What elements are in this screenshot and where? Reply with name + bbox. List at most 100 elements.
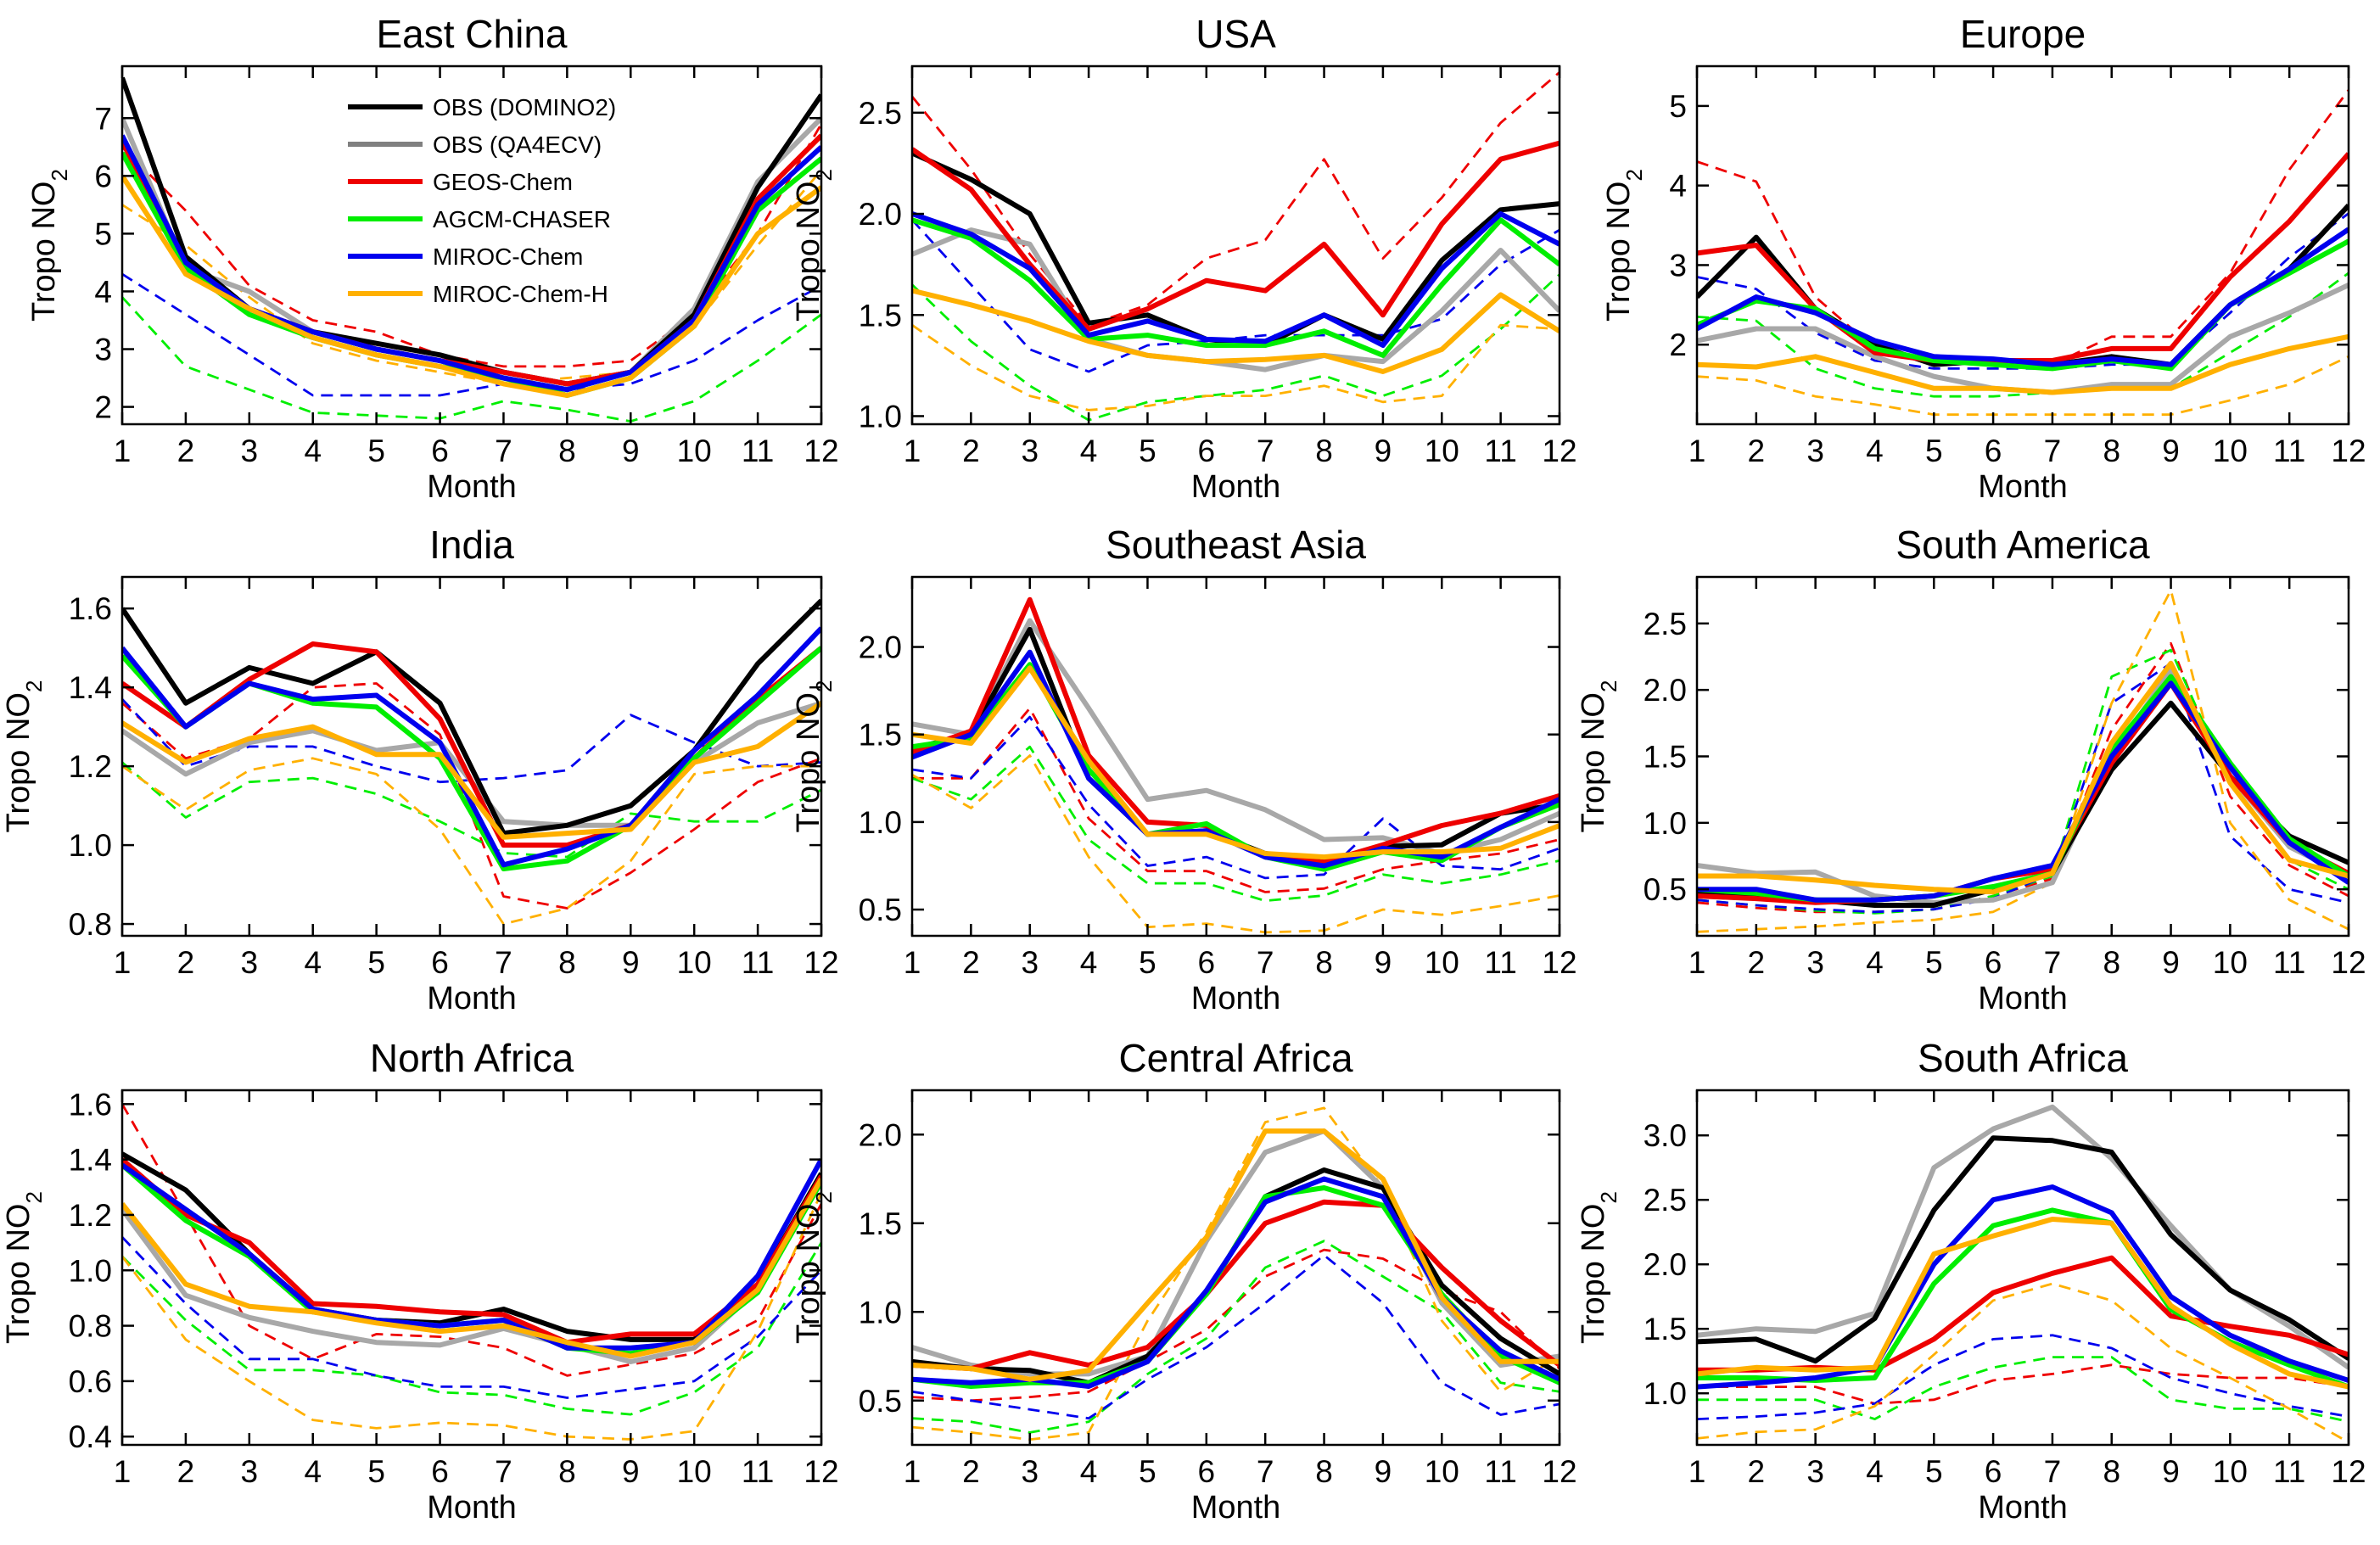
series-mirocH-solid — [1697, 1217, 2349, 1390]
y-axis-label: Tropo NO2 — [1576, 680, 1621, 833]
series-obs_qa4ecv-solid — [122, 1178, 821, 1364]
x-tick-label: 5 — [1925, 945, 1943, 980]
series-mirocH-dashed — [912, 323, 1560, 411]
y-tick-label: 2.5 — [1644, 1183, 1687, 1218]
series-miroc-solid — [122, 626, 821, 868]
y-tick-label: 1.2 — [69, 1198, 112, 1233]
x-tick-label: 5 — [1139, 434, 1156, 468]
legend-label-mirocH: MIROC-Chem-H — [433, 281, 608, 307]
series-agcm-dashed — [912, 1240, 1560, 1434]
y-tick-label: 1.0 — [859, 805, 902, 840]
series-obs_domino-solid — [912, 1167, 1560, 1385]
series-miroc-solid — [1697, 1184, 2349, 1390]
y-tick-label: 2.0 — [859, 1117, 902, 1152]
y-tick-label: 1.0 — [1644, 806, 1687, 841]
x-tick-label: 6 — [1198, 1454, 1216, 1489]
x-tick-label: 5 — [367, 945, 385, 980]
y-axis-label: Tropo NO2 — [26, 169, 72, 322]
x-tick-label: 8 — [1315, 434, 1333, 468]
y-tick-label: 1.5 — [859, 718, 902, 753]
x-tick-label: 11 — [2273, 945, 2305, 980]
x-tick-label: 10 — [677, 945, 712, 980]
plot-frame — [910, 64, 1561, 426]
x-tick-label: 7 — [495, 434, 512, 468]
x-tick-label: 6 — [431, 945, 449, 980]
x-tick-label: 2 — [962, 1454, 980, 1489]
x-tick-label: 2 — [962, 434, 980, 468]
series-agcm-dashed — [122, 1241, 821, 1416]
x-tick-label: 4 — [304, 945, 322, 980]
y-tick-label: 1.0 — [1644, 1376, 1687, 1411]
series-mirocH-solid — [122, 174, 821, 398]
series-miroc-dashed — [122, 272, 821, 397]
series-mirocH-dashed — [1697, 1282, 2349, 1444]
x-tick-label: 1 — [114, 1454, 132, 1489]
x-tick-label: 4 — [304, 1454, 322, 1489]
y-tick-label: 2.0 — [1644, 1247, 1687, 1282]
x-axis-label: Month — [1191, 469, 1281, 505]
x-tick-label: 3 — [241, 1454, 259, 1489]
x-tick-label: 6 — [1198, 434, 1216, 468]
series-geos-solid — [912, 140, 1560, 332]
panel-title: East China — [376, 12, 567, 56]
x-tick-label: 2 — [962, 945, 980, 980]
x-axis-label: Month — [427, 469, 517, 505]
x-tick-label: 3 — [1806, 434, 1824, 468]
y-tick-label: 0.8 — [69, 907, 112, 942]
series-obs_domino-solid — [912, 626, 1560, 865]
x-tick-label: 8 — [558, 1454, 576, 1489]
x-axis-label: Month — [427, 1490, 517, 1525]
legend-label-obs_domino: OBS (DOMINO2) — [433, 94, 616, 120]
series-miroc-dashed — [912, 1254, 1560, 1420]
x-tick-label: 9 — [2162, 945, 2180, 980]
series-geos-solid — [122, 1157, 821, 1346]
y-tick-label: 6 — [94, 159, 112, 193]
x-tick-label: 7 — [2044, 945, 2062, 980]
x-tick-label: 2 — [177, 1454, 195, 1489]
series-mirocH-solid — [1697, 333, 2349, 395]
y-tick-label: 2 — [1669, 327, 1687, 362]
x-tick-label: 6 — [1198, 945, 1216, 980]
y-tick-label: 0.4 — [69, 1419, 112, 1454]
y-tick-label: 1.4 — [69, 670, 112, 705]
y-tick-label: 2.0 — [1644, 673, 1687, 708]
x-tick-label: 3 — [1021, 945, 1039, 980]
x-tick-label: 11 — [742, 945, 774, 980]
x-tick-label: 10 — [1425, 1454, 1459, 1489]
series-geos-solid — [912, 1199, 1560, 1372]
x-tick-label: 7 — [2044, 1454, 2062, 1489]
legend-label-obs_qa4ecv: OBS (QA4ECV) — [433, 132, 602, 158]
series-mirocH-dashed — [1697, 355, 2349, 417]
x-tick-label: 2 — [177, 945, 195, 980]
y-tick-label: 0.8 — [69, 1309, 112, 1344]
x-tick-label: 4 — [1080, 1454, 1098, 1489]
series-geos-dashed — [122, 1103, 821, 1377]
y-tick-label: 3 — [94, 333, 112, 367]
y-tick-label: 4 — [1669, 169, 1687, 204]
x-tick-label: 5 — [1139, 945, 1156, 980]
plot-frame — [120, 64, 823, 426]
x-tick-label: 10 — [2213, 945, 2248, 980]
series-miroc-dashed — [1697, 212, 2349, 370]
legend-label-geos: GEOS-Chem — [433, 169, 573, 195]
x-tick-label: 2 — [1748, 945, 1766, 980]
series-mirocH-dashed — [912, 1106, 1560, 1441]
y-tick-label: 4 — [94, 274, 112, 309]
plot-frame — [910, 575, 1561, 938]
x-tick-label: 7 — [1257, 1454, 1274, 1489]
x-tick-label: 3 — [1806, 1454, 1824, 1489]
series-miroc-solid — [912, 1176, 1560, 1389]
series-agcm-dashed — [1697, 1356, 2349, 1423]
x-tick-label: 10 — [1425, 945, 1459, 980]
x-tick-label: 12 — [804, 945, 838, 980]
x-tick-label: 1 — [114, 945, 132, 980]
x-tick-label: 11 — [2273, 1454, 2305, 1489]
